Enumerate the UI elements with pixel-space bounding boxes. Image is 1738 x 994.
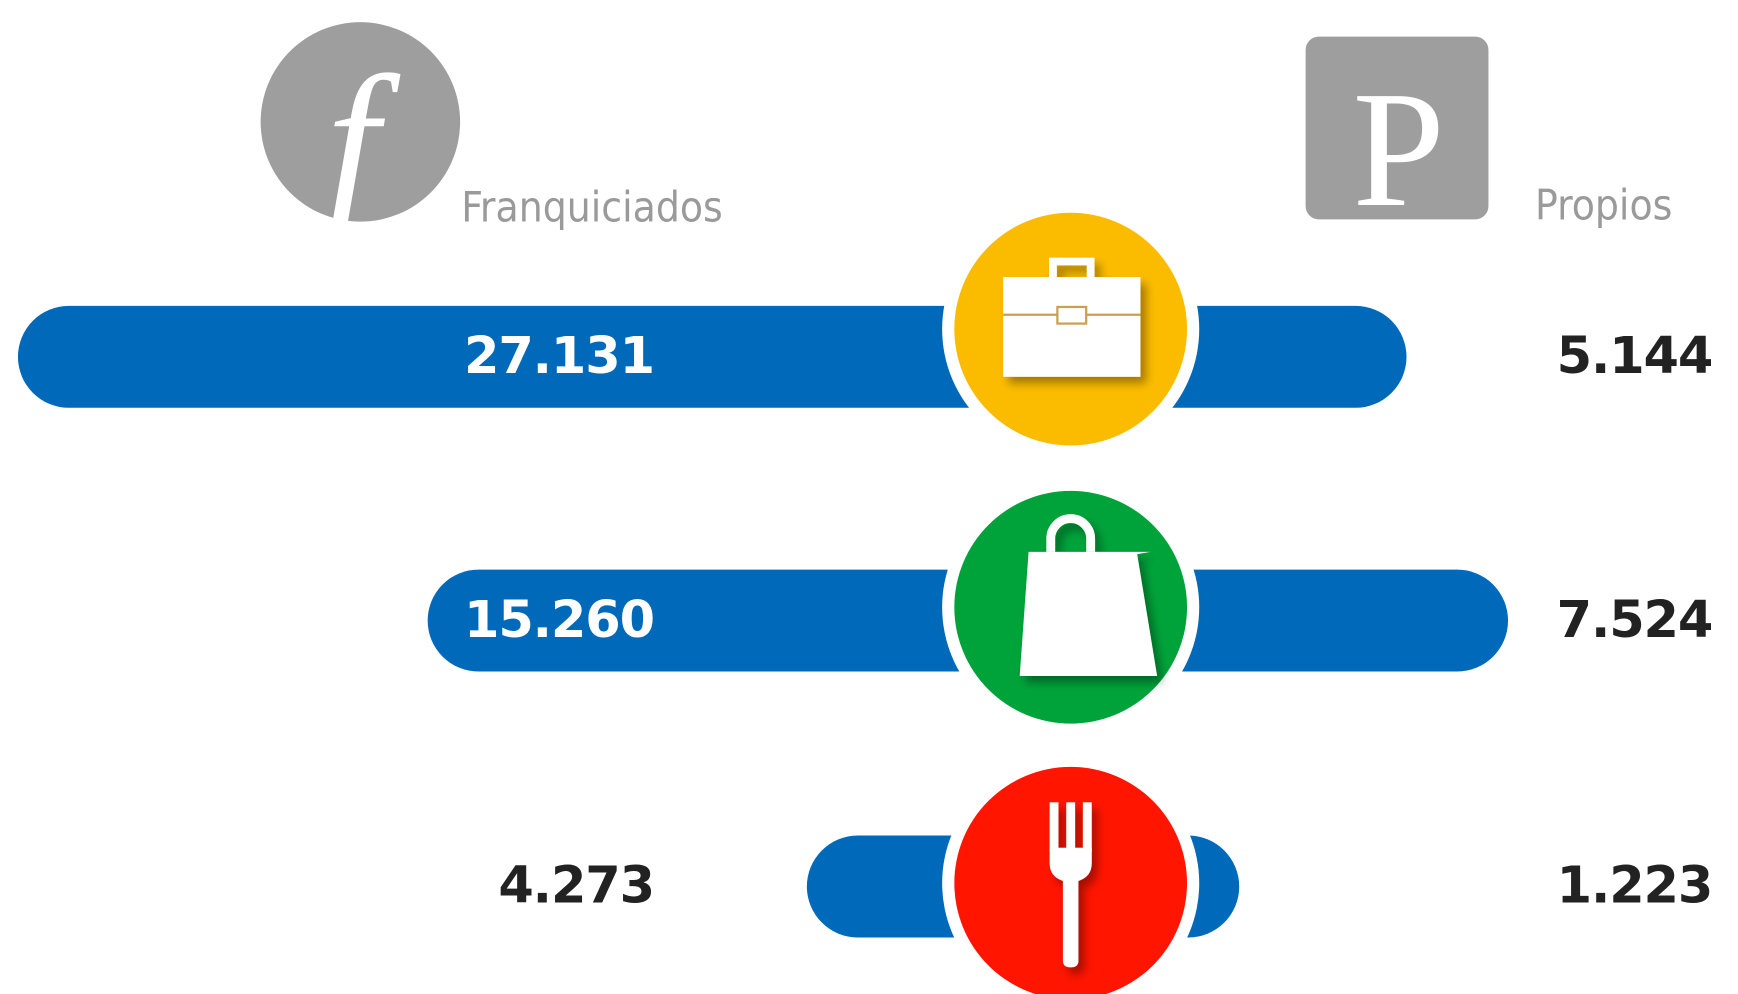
value-label-right: 5.144 [1557,327,1713,386]
value-label-left: 27.131 [464,327,654,386]
franquiciados-logo: f [260,22,461,246]
fork-icon [942,754,1200,994]
bag-icon [942,478,1200,736]
value-label-right: 1.223 [1557,857,1713,916]
bars [17,305,1509,938]
propios-logo: P [1305,36,1489,241]
bar-left [17,305,1122,408]
icons [942,200,1200,994]
value-label-left: 4.273 [498,857,654,916]
value-label-left: 15.260 [464,591,654,650]
briefcase-icon [942,200,1200,458]
legend-right: Propios [1535,180,1672,229]
legend-left: Franquiciados [461,183,723,232]
value-label-right: 7.524 [1557,591,1713,650]
svg-text:P: P [1352,57,1444,241]
